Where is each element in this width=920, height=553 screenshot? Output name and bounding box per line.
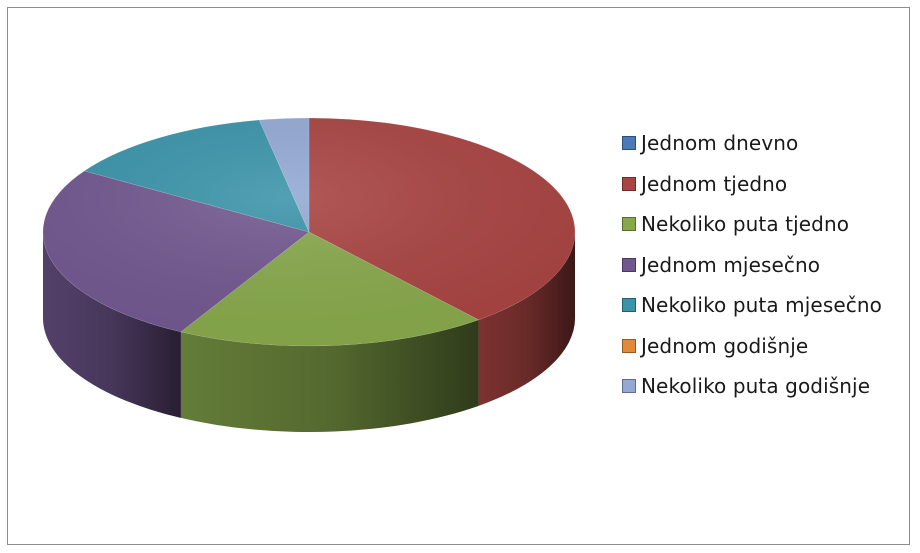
legend-swatch [622, 298, 636, 313]
legend-label: Nekoliko puta godišnje [641, 374, 871, 399]
legend-item: Nekoliko puta tjedno [622, 204, 882, 245]
legend-item: Jednom tjedno [622, 164, 882, 205]
legend-swatch [622, 217, 636, 232]
pie-top [42, 117, 576, 347]
legend-swatch [622, 257, 636, 272]
legend-swatch [622, 176, 636, 191]
legend-swatch [622, 338, 636, 353]
pie-side-shade-jednom-mjesecno [43, 232, 181, 418]
legend-label: Jednom dnevno [641, 131, 799, 156]
legend-item: Jednom godišnje [622, 326, 882, 367]
legend-label: Jednom tjedno [641, 171, 788, 196]
legend-item: Nekoliko puta godišnje [622, 366, 882, 407]
pie-side-shade-nekoliko-puta-tjedno [180, 319, 479, 432]
legend-item: Jednom mjesečno [622, 245, 882, 286]
legend-label: Jednom mjesečno [641, 252, 821, 277]
legend: Jednom dnevno Jednom tjedno Nekoliko puta … [622, 123, 882, 407]
legend-swatch [622, 136, 636, 151]
pie-side-shade-jednom-tjedno [478, 232, 575, 406]
pie-top-highlight [43, 118, 575, 346]
pie-sides [43, 232, 575, 432]
legend-item: Jednom dnevno [622, 123, 882, 164]
legend-label: Nekoliko puta mjesečno [641, 293, 882, 318]
legend-item: Nekoliko puta mjesečno [622, 285, 882, 326]
legend-label: Nekoliko puta tjedno [641, 212, 850, 237]
legend-label: Jednom godišnje [641, 333, 809, 358]
legend-swatch [622, 379, 636, 394]
